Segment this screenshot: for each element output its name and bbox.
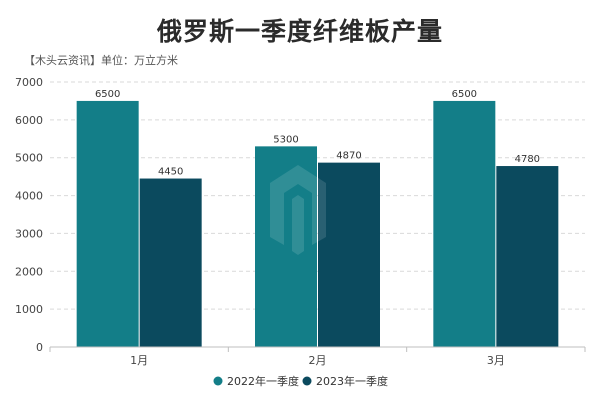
bar	[496, 166, 559, 347]
y-tick-label: 2000	[15, 265, 43, 278]
bar	[255, 146, 317, 347]
y-tick-label: 6000	[15, 114, 43, 127]
data-label: 4780	[515, 154, 540, 165]
chart-title: 俄罗斯一季度纤维板产量	[156, 17, 443, 46]
bar	[318, 162, 380, 347]
bar	[139, 178, 202, 347]
bar	[76, 100, 139, 347]
chart-subtitle: 【木头云资讯】单位：万立方米	[24, 54, 178, 67]
watermark-logo-icon	[270, 165, 326, 255]
y-tick-label: 4000	[15, 190, 43, 203]
legend-label: 2023年一季度	[316, 374, 388, 388]
data-label: 6500	[452, 89, 477, 100]
data-label: 4450	[158, 167, 183, 178]
x-tick-label: 3月	[487, 354, 505, 367]
x-tick-label: 2月	[309, 354, 327, 367]
data-label: 4870	[336, 151, 361, 162]
legend-marker	[213, 376, 223, 386]
y-tick-label: 0	[36, 341, 43, 354]
x-tick-label: 1月	[130, 354, 148, 367]
y-tick-label: 5000	[15, 152, 43, 165]
data-label: 6500	[95, 89, 120, 100]
y-tick-label: 3000	[15, 227, 43, 240]
y-tick-label: 7000	[15, 76, 43, 89]
legend-marker	[302, 376, 312, 386]
data-label: 5300	[273, 134, 298, 145]
legend-label: 2022年一季度	[227, 374, 299, 388]
y-tick-label: 1000	[15, 303, 43, 316]
bar	[433, 100, 496, 347]
